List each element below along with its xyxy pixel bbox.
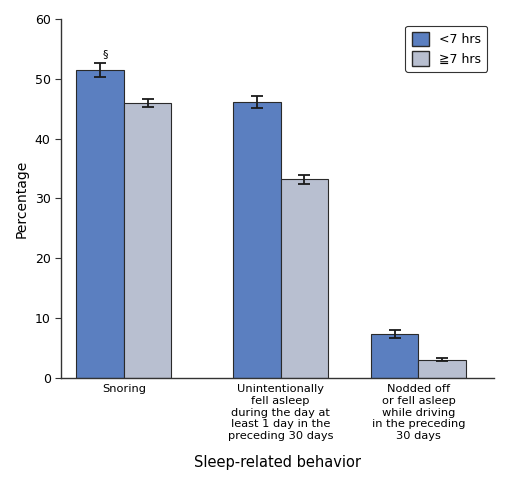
Bar: [76, 70, 124, 378]
Bar: [124, 103, 172, 378]
Bar: [418, 360, 466, 378]
Legend: <7 hrs, ≧7 hrs: <7 hrs, ≧7 hrs: [406, 26, 488, 72]
X-axis label: Sleep-related behavior: Sleep-related behavior: [194, 455, 361, 470]
Text: §: §: [102, 49, 108, 60]
Y-axis label: Percentage: Percentage: [15, 159, 29, 238]
Bar: [233, 102, 280, 378]
Bar: [280, 180, 328, 378]
Bar: [371, 334, 418, 378]
